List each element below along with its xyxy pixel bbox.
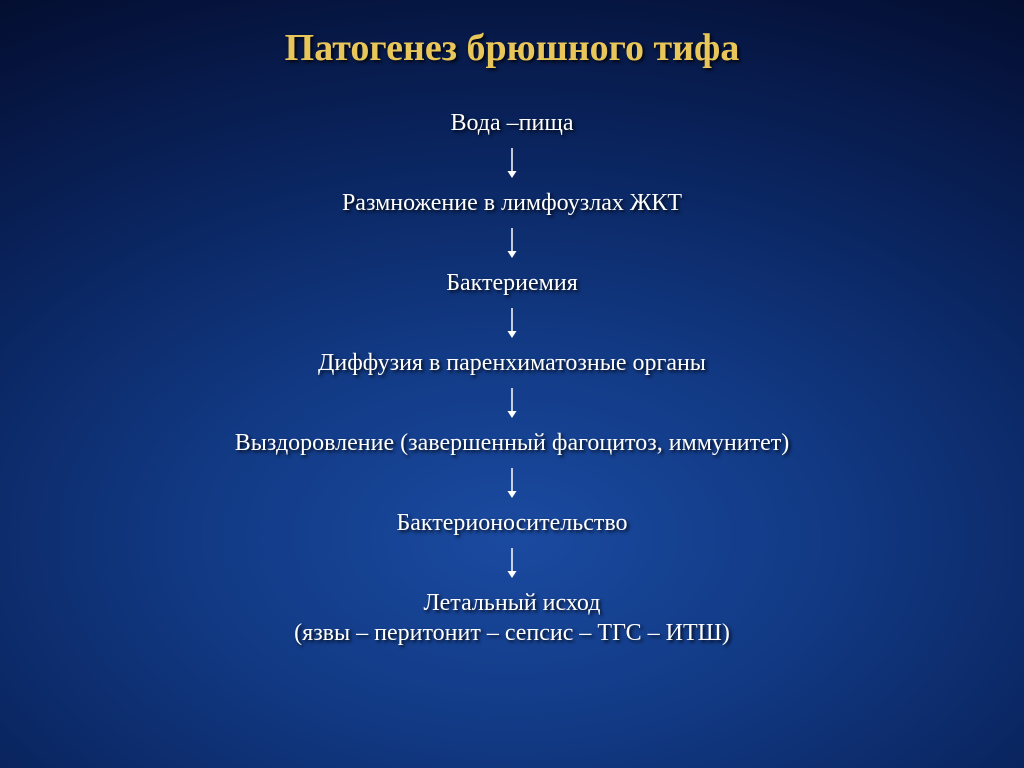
flow-step-2: Размножение в лимфоузлах ЖКТ bbox=[342, 188, 682, 218]
slide-root: Патогенез брюшного тифа Вода –пища Размн… bbox=[0, 0, 1024, 768]
flow-step-7-sub: (язвы – перитонит – сепсис – ТГС – ИТШ) bbox=[294, 620, 730, 646]
flow-arrow-4 bbox=[503, 388, 521, 418]
flow-step-7: Летальный исход (язвы – перитонит – сепс… bbox=[294, 588, 730, 648]
flow-arrow-2 bbox=[503, 228, 521, 258]
flow-step-3: Бактериемия bbox=[446, 268, 577, 298]
flow-step-1: Вода –пища bbox=[450, 108, 573, 138]
flow-step-5: Выздоровление (завершенный фагоцитоз, им… bbox=[235, 428, 789, 458]
slide-title: Патогенез брюшного тифа bbox=[285, 26, 740, 70]
flow-arrow-6 bbox=[503, 548, 521, 578]
flow-step-6: Бактерионосительство bbox=[396, 508, 627, 538]
flow-step-7-main: Летальный исход bbox=[424, 590, 601, 616]
flow-arrow-1 bbox=[503, 148, 521, 178]
flow-arrow-5 bbox=[503, 468, 521, 498]
flowchart: Вода –пища Размножение в лимфоузлах ЖКТ … bbox=[235, 108, 789, 648]
flow-step-4: Диффузия в паренхиматозные органы bbox=[318, 348, 706, 378]
flow-arrow-3 bbox=[503, 308, 521, 338]
